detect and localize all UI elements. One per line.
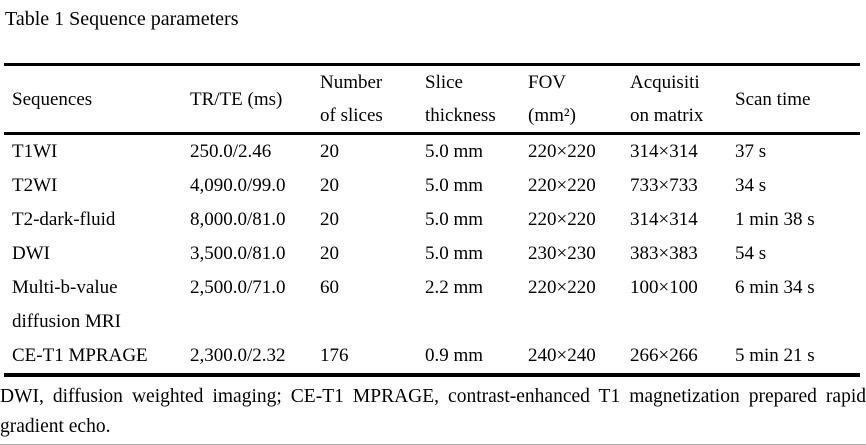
- table-cell: 6 min 34 s: [735, 277, 815, 298]
- table-cell: T1WI: [12, 141, 58, 162]
- column-header-acquisition-matrix: Acquisiti on matrix: [630, 64, 735, 135]
- header-line: FOV: [528, 72, 567, 93]
- table-cell: CE-T1 MPRAGE: [4, 339, 190, 377]
- table-cell: 176: [320, 339, 425, 377]
- table-row: Multi-b-value diffusion MRI 2,500.0/71.0…: [4, 271, 860, 339]
- table-cell: 220×220: [528, 209, 596, 230]
- table-row: T2-dark-fluid 8,000.0/81.0 20 5.0 mm 220…: [4, 203, 860, 237]
- table-cell: 266×266: [630, 339, 735, 377]
- table-cell: 383×383: [630, 243, 698, 264]
- table-cell: 220×220: [528, 175, 596, 196]
- table-cell: 2.2 mm: [425, 277, 484, 298]
- table-row: T1WI 250.0/2.46 20 5.0 mm 220×220 314×31…: [4, 134, 860, 170]
- table-cell: 2,500.0/71.0: [190, 277, 286, 298]
- table-cell: 20: [320, 243, 339, 264]
- table-cell: 54 s: [735, 243, 767, 264]
- header-line: Slice: [425, 72, 463, 93]
- table-cell: T2WI: [12, 175, 58, 196]
- header-line: (mm²): [528, 105, 576, 126]
- table-cell: 5 min 21 s: [735, 339, 860, 377]
- table-cell: 3,500.0/81.0: [190, 243, 286, 264]
- column-header-sequences: Sequences: [4, 64, 190, 135]
- table-row: T2WI 4,090.0/99.0 20 5.0 mm 220×220 733×…: [4, 169, 860, 203]
- table-cell: 2,300.0/2.32: [190, 339, 320, 377]
- table-cell: 0.9 mm: [425, 339, 528, 377]
- table-row: DWI 3,500.0/81.0 20 5.0 mm 230×230 383×3…: [4, 237, 860, 271]
- table-cell: 5.0 mm: [425, 141, 484, 162]
- table-cell: DWI: [12, 243, 50, 264]
- column-header-fov: FOV (mm²): [528, 64, 630, 135]
- header-line: Scan time: [735, 88, 811, 110]
- table-cell: 230×230: [528, 243, 596, 264]
- header-line: Sequences: [12, 88, 93, 110]
- table-cell: 4,090.0/99.0: [190, 175, 286, 196]
- table-cell: 20: [320, 209, 339, 230]
- column-header-number-of-slices: Number of slices: [320, 64, 425, 135]
- table-cell: 5.0 mm: [425, 209, 484, 230]
- table-cell: 37 s: [735, 141, 767, 162]
- header-row: Sequences TR/TE (ms) Number of slices Sl…: [4, 64, 860, 135]
- table-cell: 20: [320, 175, 339, 196]
- column-header-slice-thickness: Slice thickness: [425, 64, 528, 135]
- table-cell: 8,000.0/81.0: [190, 209, 286, 230]
- header-line: Number: [320, 72, 383, 93]
- table-cell: 5.0 mm: [425, 175, 484, 196]
- table-cell: 34 s: [735, 175, 767, 196]
- column-header-tr-te: TR/TE (ms): [190, 64, 320, 135]
- table-footnote: DWI, diffusion weighted imaging; CE-T1 M…: [0, 386, 866, 437]
- table-header: Sequences TR/TE (ms) Number of slices Sl…: [4, 64, 860, 135]
- table-cell: 100×100: [630, 277, 698, 298]
- table-row: CE-T1 MPRAGE 2,300.0/2.32 176 0.9 mm 240…: [4, 339, 860, 377]
- header-line: TR/TE (ms): [190, 88, 283, 110]
- table-cell: 1 min 38 s: [735, 209, 815, 230]
- table-cell: 5.0 mm: [425, 243, 484, 264]
- header-line: on matrix: [630, 105, 704, 126]
- table-body: T1WI 250.0/2.46 20 5.0 mm 220×220 314×31…: [4, 134, 860, 377]
- header-line: thickness: [425, 105, 496, 126]
- table-cell: 240×240: [528, 339, 630, 377]
- table-cell: 314×314: [630, 141, 698, 162]
- table-caption: Table 1 Sequence parameters: [5, 8, 239, 30]
- column-header-scan-time: Scan time: [735, 64, 860, 135]
- header-line: Acquisiti: [630, 72, 700, 93]
- table-cell: 20: [320, 141, 339, 162]
- table-cell: 220×220: [528, 141, 596, 162]
- table-cell: 733×733: [630, 175, 698, 196]
- table-cell: 220×220: [528, 277, 596, 298]
- table-cell: 60: [320, 277, 339, 298]
- table-cell: T2-dark-fluid: [12, 209, 116, 230]
- table-cell: 314×314: [630, 209, 698, 230]
- table-cell: Multi-b-value diffusion MRI: [12, 277, 121, 332]
- sequence-parameters-table: Sequences TR/TE (ms) Number of slices Sl…: [4, 63, 860, 377]
- header-line: of slices: [320, 105, 383, 126]
- table-cell: 250.0/2.46: [190, 141, 272, 162]
